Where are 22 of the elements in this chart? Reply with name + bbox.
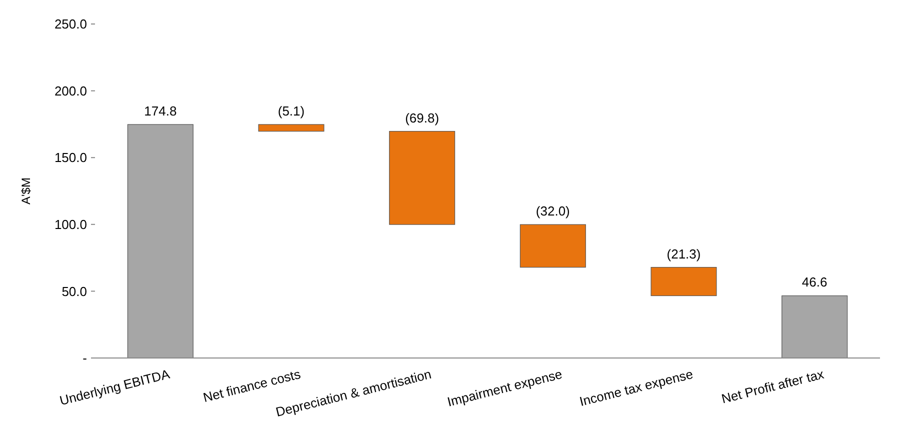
x-tick-label: Underlying EBITDA <box>58 366 172 408</box>
data-label: (69.8) <box>405 110 440 126</box>
data-label: (21.3) <box>666 246 701 262</box>
data-label: 174.8 <box>144 103 177 118</box>
bar <box>389 130 456 225</box>
y-axis-title: A'$M <box>19 178 33 204</box>
x-tick-label: Net Profit after tax <box>720 366 826 406</box>
y-tick-label: 150.0 <box>54 150 87 166</box>
bar <box>782 295 848 358</box>
data-label: (32.0) <box>536 204 570 219</box>
y-tick-label: 50.0 <box>62 284 87 299</box>
bar <box>127 124 194 358</box>
data-label: 46.6 <box>802 274 828 290</box>
data-label: (5.1) <box>278 103 305 118</box>
y-tick-label: - <box>82 350 87 366</box>
bar <box>258 124 324 132</box>
bar <box>520 224 586 268</box>
y-tick-label: 100.0 <box>54 216 87 232</box>
y-tick-label: 200.0 <box>54 83 87 98</box>
bar <box>650 266 717 296</box>
x-tick-label: Income tax expense <box>578 366 694 410</box>
y-tick-label: 250.0 <box>54 16 87 32</box>
